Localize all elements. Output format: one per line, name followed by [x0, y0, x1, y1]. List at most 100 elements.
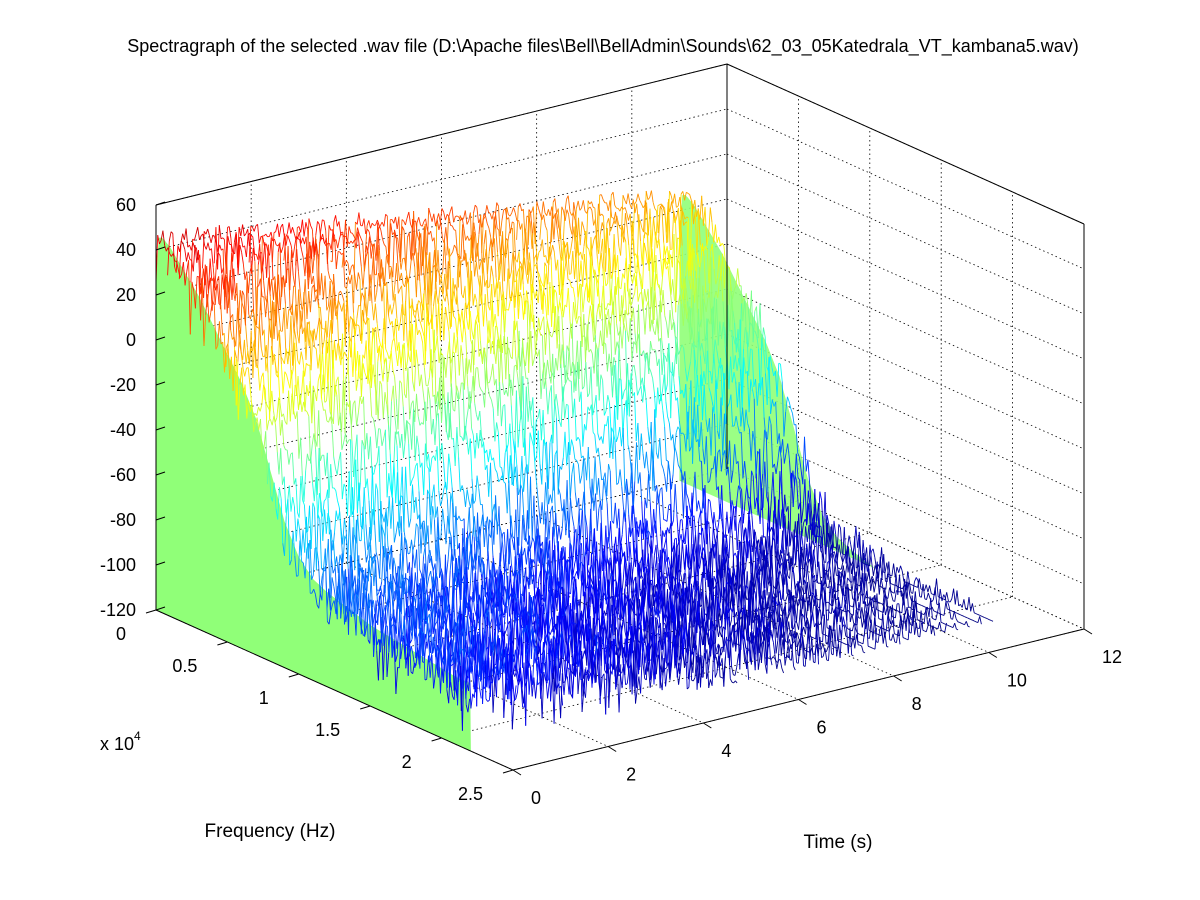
spectrum-trace-segment	[826, 627, 829, 629]
spectrum-trace-segment	[582, 200, 586, 212]
spectrum-trace-segment	[674, 193, 677, 208]
spectrum-trace-segment	[790, 629, 793, 643]
spectrum-trace-segment	[856, 602, 860, 626]
spectrum-trace-segment	[586, 282, 589, 298]
spectrum-trace-segment	[822, 614, 825, 642]
spectrum-trace-segment	[623, 323, 626, 331]
spectrum-trace-segment	[757, 503, 761, 525]
spectrum-trace-segment	[624, 478, 628, 494]
spectrum-trace-segment	[419, 281, 423, 304]
spectrum-trace-segment	[819, 636, 823, 658]
spectrum-trace-segment	[595, 235, 598, 259]
spectrum-trace-segment	[458, 345, 462, 376]
spectrum-trace-segment	[591, 210, 595, 226]
spectrum-trace-segment	[446, 214, 450, 218]
spectrum-trace-segment	[648, 474, 651, 503]
spectrum-trace-segment	[486, 205, 489, 213]
spectrum-trace-segment	[660, 394, 664, 411]
spectrum-trace-segment	[833, 520, 837, 535]
spectrum-trace-segment	[783, 453, 787, 464]
spectrum-trace-segment	[797, 643, 801, 664]
spectrum-trace-segment	[791, 594, 795, 637]
spectrum-trace-segment	[586, 526, 590, 566]
spectrum-trace-segment	[602, 380, 605, 416]
spectrum-trace-segment	[590, 404, 594, 433]
spectrum-trace-segment	[548, 510, 552, 540]
spectrum-trace-segment	[952, 622, 956, 628]
spectrum-trace-segment	[754, 635, 758, 671]
spectrum-trace-segment	[657, 285, 661, 289]
spectrum-trace-segment	[934, 578, 937, 596]
spectrum-trace-segment	[541, 335, 545, 389]
spectrum-trace-segment	[629, 541, 632, 565]
spectrum-trace-segment	[494, 211, 498, 229]
spectrum-trace-segment	[740, 432, 744, 479]
spectrum-trace-segment	[770, 656, 774, 660]
spectrum-trace-segment	[589, 584, 592, 620]
spectrum-trace-segment	[841, 571, 845, 580]
spectrum-trace-segment	[792, 474, 796, 508]
spectrum-trace-segment	[923, 607, 927, 623]
spectrum-trace-segment	[662, 530, 665, 537]
spectrum-trace-segment	[643, 200, 646, 233]
spectrum-trace-segment	[766, 628, 770, 674]
spectrum-trace-segment	[779, 446, 782, 459]
spectrum-trace-segment	[789, 590, 793, 629]
spectrum-trace-segment	[581, 570, 585, 596]
spectrum-trace-segment	[608, 218, 611, 232]
spectrum-trace-segment	[629, 505, 633, 537]
spectrum-trace-segment	[428, 207, 431, 216]
spectrum-trace-segment	[440, 271, 444, 278]
spectrum-trace-segment	[948, 606, 952, 619]
spectrum-trace-segment	[718, 236, 721, 246]
spectrum-trace-segment	[555, 394, 559, 407]
spectrum-trace-segment	[560, 528, 563, 540]
spectrum-trace-segment	[636, 203, 639, 224]
spectrum-trace-segment	[647, 208, 651, 236]
spectrum-trace-segment	[801, 546, 804, 585]
spectrum-trace-segment	[671, 602, 675, 611]
spectrum-trace-segment	[603, 271, 607, 287]
spectrum-trace-segment	[513, 466, 516, 480]
spectrum-trace-segment	[862, 631, 866, 644]
spectrum-trace-segment	[845, 577, 848, 596]
spectrum-trace-segment	[452, 277, 456, 296]
spectrum-trace-segment	[664, 627, 667, 665]
spectrum-trace-segment	[778, 553, 782, 556]
spectrum-trace-segment	[616, 215, 620, 225]
spectrum-trace-segment	[707, 655, 711, 671]
spectrum-trace-segment	[700, 555, 704, 561]
spectrum-trace-segment	[457, 215, 461, 288]
spectrum-trace-segment	[511, 320, 515, 359]
spectrum-trace-segment	[488, 238, 492, 252]
spectrum-trace-segment	[912, 611, 916, 635]
spectrum-trace-segment	[624, 282, 627, 314]
spectrum-trace-segment	[859, 633, 862, 636]
spectrum-trace-segment	[479, 410, 482, 437]
spectrum-trace-segment	[773, 619, 777, 654]
spectrum-trace-segment	[572, 563, 576, 575]
spectrum-trace-segment	[398, 216, 402, 263]
spectrum-trace-segment	[642, 385, 645, 403]
spectrum-trace-segment	[719, 449, 722, 472]
spectrum-trace-segment	[713, 353, 716, 376]
spectrum-trace-segment	[531, 495, 535, 539]
spectrum-trace-segment	[660, 275, 664, 296]
spectrum-trace-segment	[562, 431, 566, 458]
spectrum-trace-segment	[763, 350, 766, 374]
spectrum-trace-segment	[738, 485, 741, 491]
spectrum-trace-segment	[753, 590, 756, 593]
spectrum-trace-segment	[885, 607, 888, 616]
spectrum-trace-segment	[690, 419, 694, 447]
spectrum-trace-segment	[641, 522, 645, 534]
spectrum-trace-segment	[600, 374, 604, 381]
spectrum-trace-segment	[552, 454, 556, 491]
spectrum-trace-segment	[572, 212, 576, 221]
spectrum-trace-segment	[696, 308, 699, 348]
spectrum-trace-segment	[549, 246, 552, 260]
spectrum-trace-segment	[498, 264, 502, 281]
spectrum-trace-segment	[587, 446, 591, 487]
spectrum-trace-segment	[598, 330, 601, 348]
spectrum-trace-segment	[473, 367, 477, 391]
spectrum-trace-segment	[754, 497, 758, 509]
